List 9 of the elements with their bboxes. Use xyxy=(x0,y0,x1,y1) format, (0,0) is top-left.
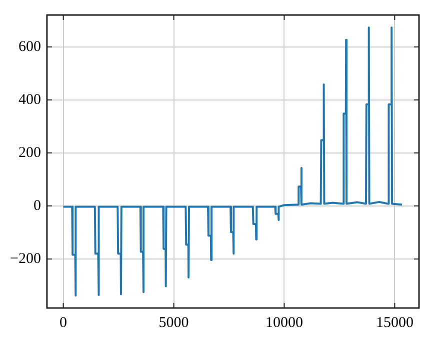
y-tick-label: 400 xyxy=(18,92,41,108)
y-tick-label: 600 xyxy=(18,38,41,55)
y-tick-label: 200 xyxy=(18,144,41,161)
x-tick-label: 5000 xyxy=(158,314,189,331)
x-tick-label: 15000 xyxy=(376,314,414,331)
x-tick-label: 10000 xyxy=(265,314,303,331)
y-tick-label: 0 xyxy=(33,198,41,214)
x-tick-label: 0 xyxy=(60,314,68,331)
y-tick-label: −200 xyxy=(10,250,41,267)
